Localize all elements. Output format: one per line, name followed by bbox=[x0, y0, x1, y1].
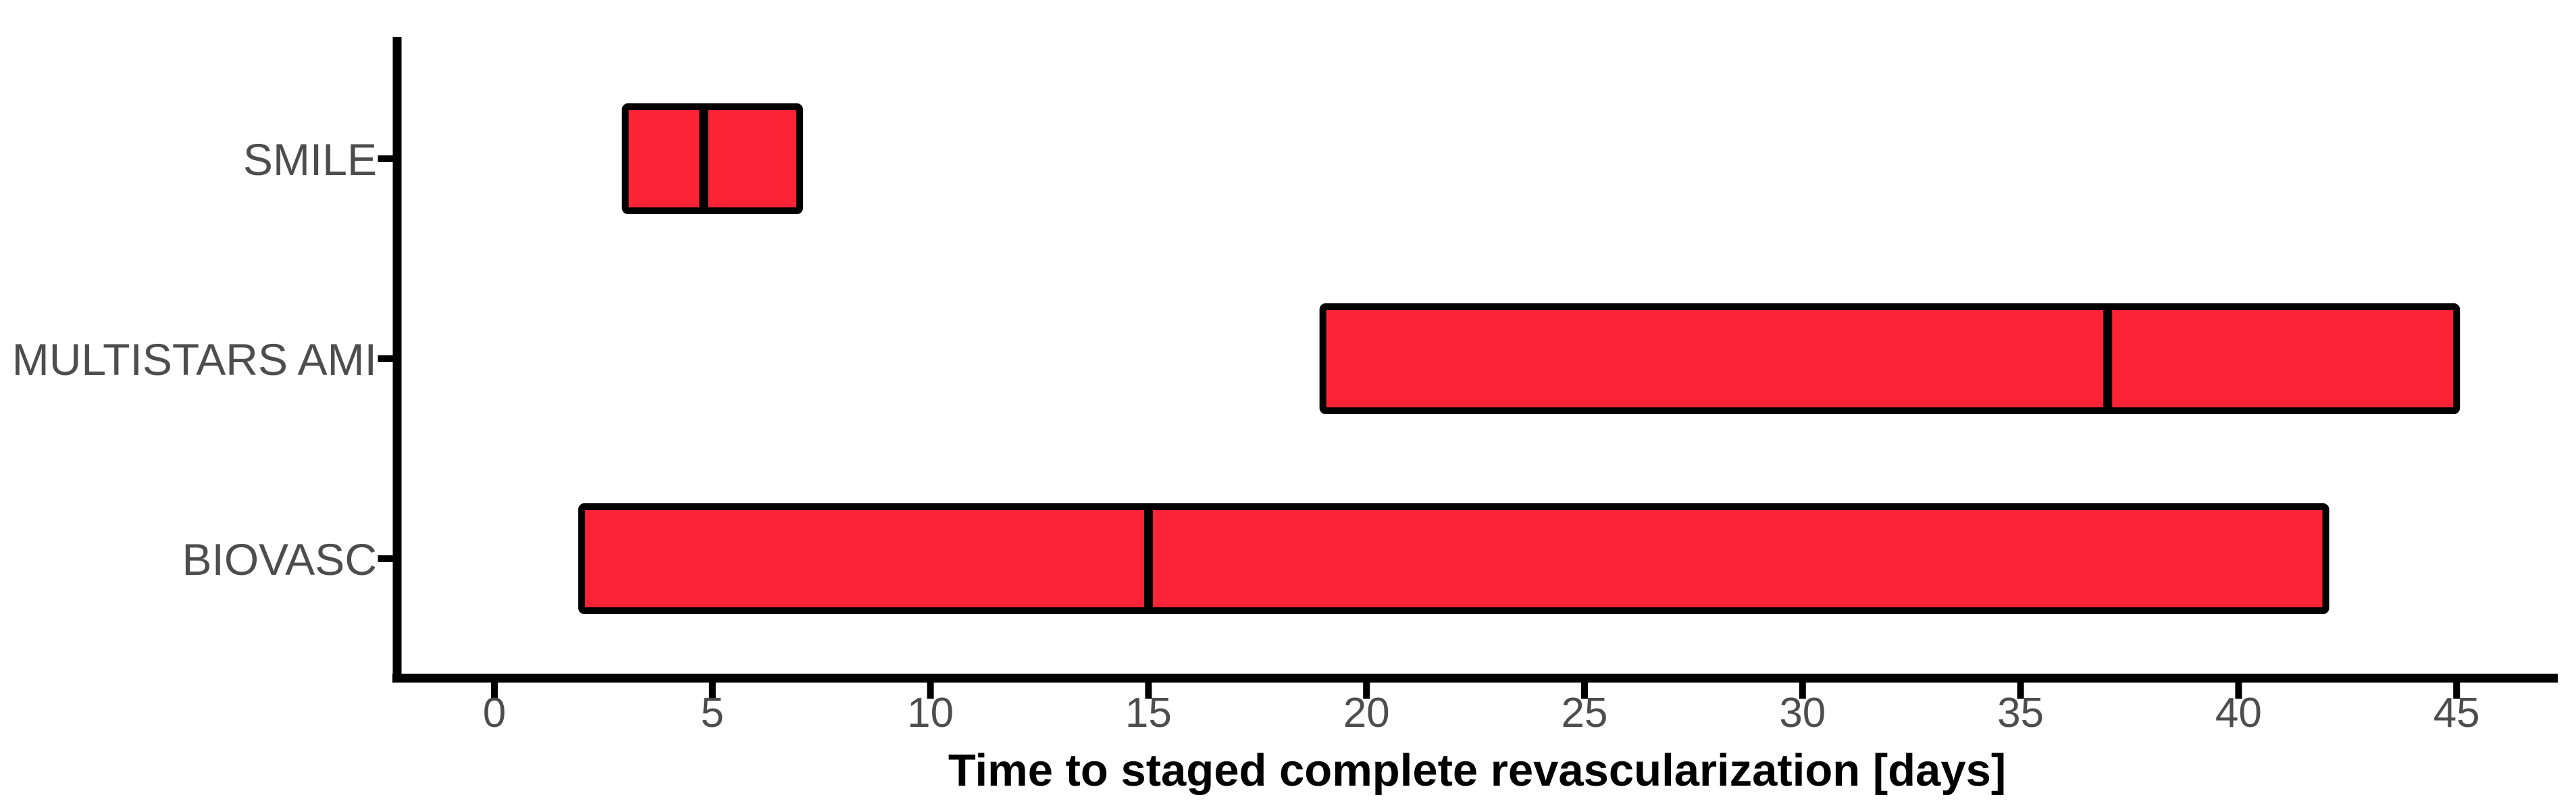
range-bar bbox=[1319, 303, 2461, 414]
x-axis-tick-label: 45 bbox=[2433, 690, 2480, 736]
category-label: BIOVASC bbox=[182, 534, 377, 584]
x-axis-tick-label: 5 bbox=[701, 690, 724, 736]
range-bar bbox=[578, 503, 2329, 614]
x-axis-tick-label: 20 bbox=[1343, 690, 1390, 736]
x-axis-tick-label: 0 bbox=[483, 690, 506, 736]
x-axis-tick-label: 30 bbox=[1779, 690, 1826, 736]
x-axis-tick-label: 35 bbox=[1997, 690, 2044, 736]
category-label: MULTISTARS AMI bbox=[12, 334, 377, 384]
x-axis-tick-label: 40 bbox=[2215, 690, 2262, 736]
category-label: SMILE bbox=[243, 134, 377, 184]
x-axis-tick-label: 25 bbox=[1562, 690, 1608, 736]
range-bar bbox=[621, 103, 803, 214]
x-axis-tick-label: 15 bbox=[1125, 690, 1172, 736]
x-axis-tick-label: 10 bbox=[907, 690, 954, 736]
x-axis-title: Time to staged complete revascularizatio… bbox=[948, 745, 2006, 796]
